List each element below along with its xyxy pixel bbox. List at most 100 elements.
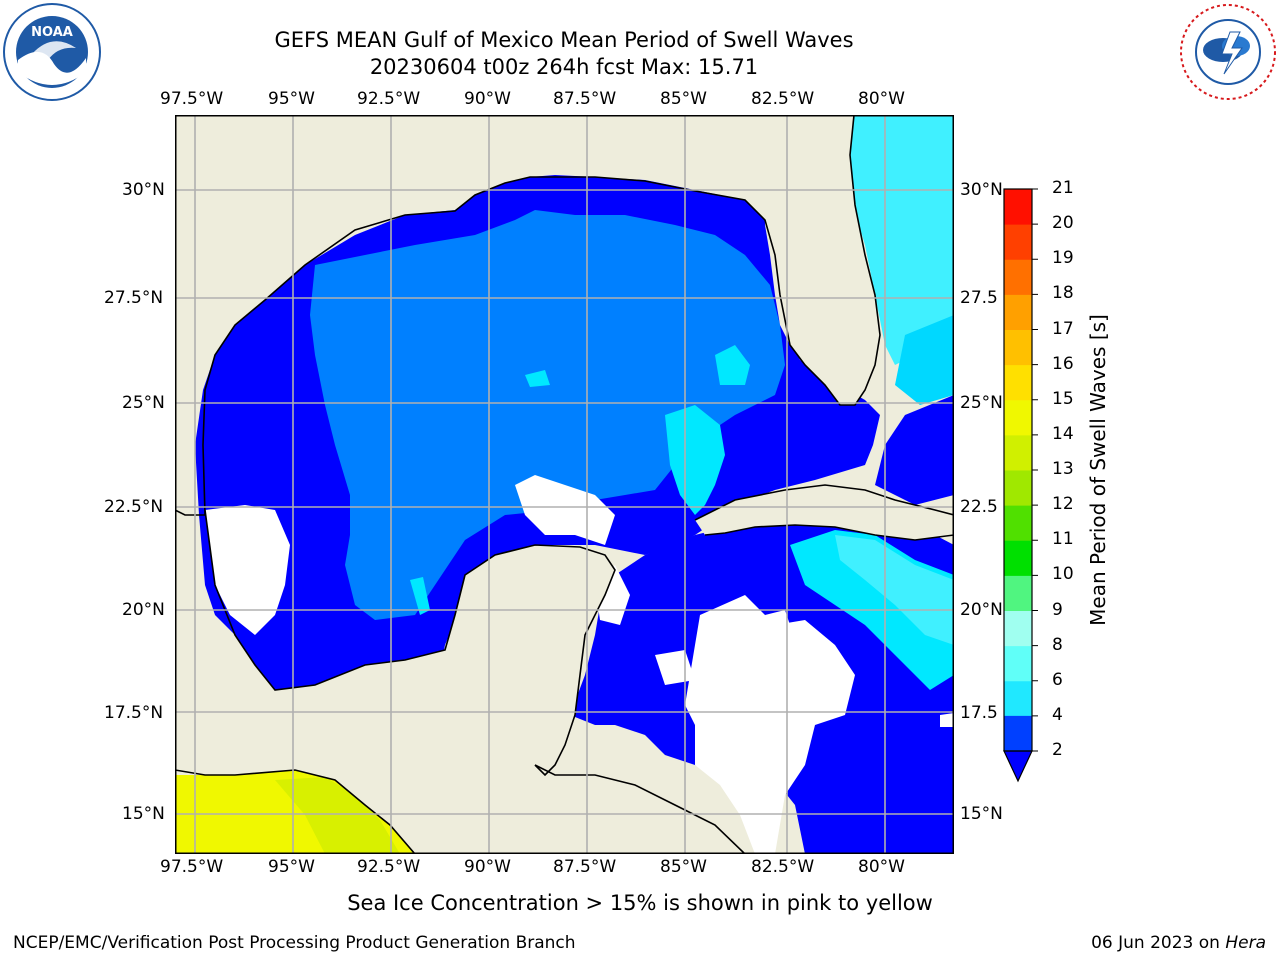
bottom-lon-tick: 85°W xyxy=(660,857,707,877)
colorbar-tick-label: 20 xyxy=(1052,213,1074,234)
right-lat-tick: 15°N xyxy=(960,804,1003,824)
land-florida xyxy=(765,115,880,405)
colorbar xyxy=(1000,186,1050,786)
top-lon-tick: 87.5°W xyxy=(553,89,617,109)
top-lon-tick: 85°W xyxy=(660,89,707,109)
colorbar-tick-label: 15 xyxy=(1052,388,1074,409)
colorbar-tick-label: 4 xyxy=(1052,704,1063,725)
footer-host: Hera xyxy=(1225,933,1266,953)
right-lat-tick: 20°N xyxy=(960,600,1003,620)
sea-ice-area-light xyxy=(275,777,400,854)
coastline xyxy=(694,484,954,521)
colorbar-band xyxy=(1004,645,1032,682)
graticule xyxy=(175,115,954,854)
nws-logo xyxy=(1178,2,1278,102)
left-lat-tick: 15°N xyxy=(122,804,165,824)
colorbar-graphic xyxy=(1003,188,1038,783)
colorbar-tick-label: 11 xyxy=(1052,529,1074,550)
coastline xyxy=(175,115,881,516)
swell-band-caribbean-light xyxy=(835,535,954,645)
left-lat-tick: 17.5°N xyxy=(104,703,164,723)
colorbar-tick-label: 2 xyxy=(1052,740,1063,760)
swell-region-atlantic xyxy=(875,395,954,505)
colorbar-band xyxy=(1004,610,1032,647)
swell-band-4-6 xyxy=(665,405,725,515)
bottom-lon-tick: 92.5°W xyxy=(357,857,421,877)
noaa-logo: NOAA xyxy=(2,2,102,102)
colorbar-tick-label: 21 xyxy=(1052,178,1074,198)
colorbar-tick-label: 13 xyxy=(1052,459,1074,479)
colorbar-band xyxy=(1004,505,1032,541)
no-data-area xyxy=(940,713,954,727)
map-canvas xyxy=(175,115,954,854)
bottom-lon-tick: 87.5°W xyxy=(553,857,617,877)
colorbar-tick-label: 19 xyxy=(1052,248,1074,269)
right-lat-tick: 22.5 xyxy=(960,497,998,517)
colorbar-label: Mean Period of Swell Waves [s] xyxy=(1086,314,1110,626)
bottom-lon-tick: 90°W xyxy=(464,857,511,877)
left-lat-tick: 25°N xyxy=(122,393,165,413)
no-data-area xyxy=(685,595,855,854)
no-data-area xyxy=(515,475,615,545)
right-lat-tick: 30°N xyxy=(960,180,1003,200)
land-yucatan xyxy=(440,545,615,775)
footer-date-wrap: 06 Jun 2023 on Hera xyxy=(1091,933,1266,953)
top-lon-tick: 82.5°W xyxy=(751,89,815,109)
footer-date: 06 Jun 2023 on xyxy=(1091,933,1226,953)
swell-band-2-4 xyxy=(310,210,785,620)
colorbar-band xyxy=(1004,294,1032,330)
swell-band-atlantic-cyan xyxy=(840,115,954,365)
map-frame xyxy=(175,115,954,854)
swell-band-4-6 xyxy=(525,370,550,387)
swell-band-4-6 xyxy=(410,577,430,615)
colorbar-band xyxy=(1004,680,1032,717)
colorbar-tick-label: 18 xyxy=(1052,283,1074,304)
colorbar-band xyxy=(1004,364,1032,401)
coastline xyxy=(704,524,954,541)
colorbar-tick-label: 12 xyxy=(1052,494,1074,515)
colorbar-tick-label: 8 xyxy=(1052,634,1063,655)
swell-band-4-6 xyxy=(715,345,750,385)
colorbar-tick-label: 6 xyxy=(1052,669,1063,690)
colorbar-tick-label: 9 xyxy=(1052,599,1063,620)
left-lat-tick: 27.5°N xyxy=(104,288,164,308)
colorbar-band xyxy=(1004,259,1032,295)
colorbar-band xyxy=(1004,434,1032,471)
land-central-america xyxy=(175,735,735,854)
footer-note-wrap: Sea Ice Concentration > 15% is shown in … xyxy=(0,891,1280,915)
colorbar-band xyxy=(1004,575,1032,611)
colorbar-band xyxy=(1004,329,1032,366)
colorbar-extend-triangle xyxy=(1003,750,1033,783)
top-lon-tick: 95°W xyxy=(268,89,315,109)
right-lat-tick: 17.5 xyxy=(960,703,998,723)
no-data-area xyxy=(765,610,790,630)
chart-subtitle: 20230604 t00z 264h fcst Max: 15.71 xyxy=(369,55,759,79)
bottom-lon-tick: 95°W xyxy=(268,857,315,877)
top-lon-tick: 90°W xyxy=(464,89,511,109)
no-data-area xyxy=(205,505,290,635)
colorbar-band xyxy=(1004,399,1032,436)
coastline xyxy=(204,509,616,777)
left-lat-tick: 22.5°N xyxy=(104,497,164,517)
left-lat-tick: 20°N xyxy=(122,600,165,620)
map-panel xyxy=(175,115,954,854)
right-lat-tick: 27.5 xyxy=(960,288,998,308)
svg-text:NOAA: NOAA xyxy=(31,25,73,40)
colorbar-tick-label: 16 xyxy=(1052,353,1074,374)
left-lat-tick: 30°N xyxy=(122,180,165,200)
right-lat-tick: 25°N xyxy=(960,393,1003,413)
swell-band-atlantic-deep xyxy=(895,315,954,405)
coastline xyxy=(175,769,416,854)
colorbar-band xyxy=(1004,189,1032,225)
colorbar-band xyxy=(1004,224,1032,260)
chart-title: GEFS MEAN Gulf of Mexico Mean Period of … xyxy=(274,28,854,52)
footer-note: Sea Ice Concentration > 15% is shown in … xyxy=(347,891,933,915)
colorbar-tick-label: 17 xyxy=(1052,318,1074,339)
coastline xyxy=(534,764,746,854)
bottom-lon-tick: 97.5°W xyxy=(160,857,224,877)
bottom-lon-tick: 80°W xyxy=(858,857,905,877)
colorbar-band xyxy=(1004,715,1032,751)
colorbar-band xyxy=(1004,540,1032,576)
colorbar-tick-label: 10 xyxy=(1052,564,1074,585)
top-lon-tick: 92.5°W xyxy=(357,89,421,109)
